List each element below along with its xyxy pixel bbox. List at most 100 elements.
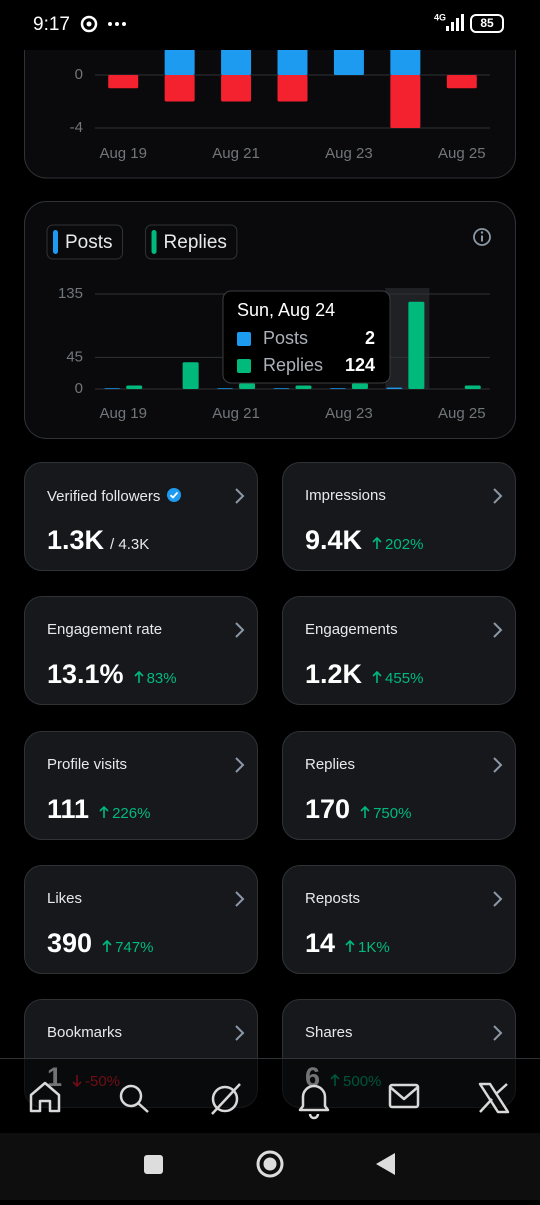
chevron: [493, 622, 503, 639]
bell-icon[interactable]: [298, 1084, 330, 1112]
badge-check: [170, 491, 179, 499]
mail-icon[interactable]: [388, 1083, 420, 1109]
stat-label-text: Engagement rate: [47, 621, 163, 639]
bar: [164, 75, 195, 102]
info-icon-stem: [481, 235, 483, 242]
signal-bar: [446, 26, 449, 31]
trend-arrow-path: [345, 939, 355, 952]
signal-bar: [461, 14, 464, 31]
chevron-path: [235, 622, 245, 639]
chevron-path: [235, 756, 245, 773]
stat-card[interactable]: Reposts 14 1K%: [282, 864, 516, 974]
stat-change: 747%: [102, 939, 153, 956]
legend-item[interactable]: Replies: [145, 224, 238, 260]
system-buttons: [144, 1150, 395, 1178]
tooltip: [222, 290, 391, 384]
x-tick-label: Aug 23: [325, 145, 373, 162]
stat-change: 750%: [360, 805, 411, 822]
stat-card[interactable]: Profile visits 111 226%: [24, 730, 258, 840]
chevron: [235, 1025, 245, 1041]
stat-label: Bookmarks: [47, 1024, 122, 1041]
stat-card[interactable]: Engagements 1.2K 455%: [282, 596, 516, 706]
y-tick-label: 0: [75, 66, 83, 83]
chevron: [493, 488, 503, 504]
tooltip-series: Posts: [263, 328, 308, 348]
trend-arrow-path: [372, 536, 382, 549]
x-icon[interactable]: [478, 1082, 510, 1114]
stat-value-text: 13.1%: [47, 659, 124, 690]
stat-change: 455%: [372, 670, 423, 687]
stat-value-text: 390: [47, 927, 93, 958]
trend-arrow: [133, 671, 144, 684]
home-icon[interactable]: [29, 1081, 61, 1113]
chevron: [493, 1025, 503, 1041]
search-icon-handle: [137, 1102, 149, 1113]
legend-label: Replies: [164, 232, 227, 253]
bar: [104, 388, 121, 389]
nav-icons: [29, 1081, 510, 1120]
grok-icon[interactable]: [211, 1085, 239, 1113]
legend-swatch: [151, 230, 157, 254]
chrome-icon: [80, 15, 98, 33]
trend-arrow-path: [102, 939, 112, 952]
stat-value-text: 1.2K: [305, 659, 363, 690]
info-icon-dot: [480, 231, 484, 234]
chevron-path: [493, 622, 503, 639]
stat-change-text: 202%: [385, 536, 424, 553]
stat-label: Impressions: [305, 487, 386, 504]
stat-label: Verified followers: [47, 487, 182, 505]
stat-label: Shares: [305, 1024, 353, 1041]
home-button[interactable]: [256, 1150, 284, 1178]
stat-value: 1.2K 455%: [305, 659, 423, 690]
trend-arrow-path: [133, 671, 144, 684]
stat-value-text: 1.3K: [47, 525, 105, 555]
stat-label-text: Impressions: [305, 487, 386, 504]
stat-label: Engagement rate: [47, 621, 162, 638]
stat-value: 1.3K / 4.3K: [47, 525, 149, 556]
bell-icon-clapper: [308, 1113, 320, 1120]
stat-card[interactable]: Impressions 9.4K 202%: [282, 462, 516, 571]
stat-card[interactable]: Likes 390 747%: [24, 864, 258, 974]
system-navigation: [0, 1133, 540, 1200]
stat-label-text: Likes: [47, 889, 83, 907]
trend-arrow: [102, 939, 112, 952]
stat-value: 111 226%: [47, 794, 150, 825]
legend-swatch: [53, 230, 58, 254]
more-dot: [115, 22, 119, 26]
signal-bar: [456, 18, 459, 31]
bar: [217, 388, 234, 389]
tooltip-swatch: [237, 332, 251, 346]
chevron-path: [493, 1025, 503, 1041]
stat-card[interactable]: Verified followers 1.3K / 4.3K: [24, 462, 258, 571]
tooltip-value: 124: [345, 355, 375, 375]
x-tick-label: Aug 25: [438, 405, 486, 422]
stat-change: 226%: [99, 805, 150, 822]
chevron: [235, 488, 245, 504]
info-icon[interactable]: [473, 228, 491, 246]
back-button[interactable]: [376, 1153, 395, 1175]
recents-button[interactable]: [144, 1155, 163, 1174]
chevron-path: [493, 488, 503, 504]
chevron: [235, 891, 245, 907]
legend-chip: [46, 224, 124, 260]
bar: [273, 388, 290, 389]
chevron: [235, 756, 245, 773]
stat-change-text: 226%: [112, 804, 151, 822]
chevron-path: [235, 1025, 245, 1041]
search-icon[interactable]: [119, 1084, 143, 1108]
bar: [239, 383, 256, 389]
bar: [277, 75, 308, 102]
stat-change: 1K%: [345, 939, 390, 956]
stat-label: Reposts: [305, 890, 360, 907]
legend-item[interactable]: Posts: [46, 224, 124, 260]
stat-value-text: 170: [305, 793, 351, 824]
stat-label-text: Verified followers: [47, 488, 161, 505]
y-tick-label: 0: [75, 380, 83, 397]
stat-card[interactable]: Replies 170 750%: [282, 730, 516, 840]
bar: [333, 48, 364, 75]
stat-card[interactable]: Engagement rate 13.1% 83%: [24, 596, 258, 706]
trend-arrow-path: [372, 671, 382, 684]
y-tick-label: -4: [70, 119, 83, 136]
bar: [390, 75, 421, 128]
stat-change: 202%: [372, 536, 423, 553]
